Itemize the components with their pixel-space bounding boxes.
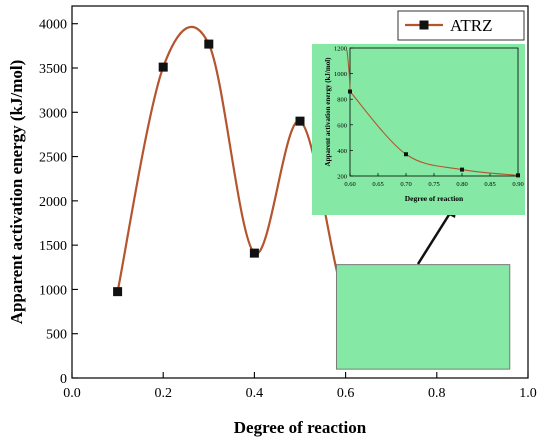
inset-plot: 0.60 0.65 0.70 0.75 0.80 0.85 0.90 200 400 600 800… (312, 44, 525, 215)
legend: ATRZ (397, 10, 525, 41)
y-tick-label: 1000 (39, 283, 67, 298)
y-tick-label: 0 (60, 372, 67, 387)
x-tick-label: 1.0 (519, 386, 537, 401)
inset-data-point (404, 152, 408, 157)
inset-y-axis-label: Apparent activation energy (kJ/mol) (324, 57, 332, 167)
highlight-box (335, 264, 511, 370)
inset-x-tick-label: 0.90 (512, 181, 523, 188)
legend-marker (419, 20, 429, 30)
y-tick-label: 500 (46, 328, 67, 343)
inset-x-tick-label: 0.70 (400, 181, 411, 188)
highlight-region (335, 264, 511, 370)
x-tick-label: 0.2 (154, 386, 172, 401)
data-point (249, 248, 259, 258)
y-tick-label: 3000 (39, 106, 67, 121)
inset-x-tick-label: 0.85 (484, 181, 495, 188)
inset-background (312, 44, 525, 215)
data-point (295, 116, 305, 126)
inset-data-point (348, 89, 352, 94)
x-tick-label: 0.8 (428, 386, 446, 401)
inset-y-tick-label: 600 (337, 122, 347, 129)
x-tick-label: 0.6 (337, 386, 355, 401)
x-axis-label: Degree of reaction (234, 418, 367, 437)
inset-data-point (516, 173, 520, 178)
inset-x-axis-label: Degree of reaction (405, 194, 464, 203)
y-tick-label: 1500 (39, 239, 67, 254)
x-tick-label: 0.0 (63, 386, 81, 401)
y-tick-label: 2500 (39, 151, 67, 166)
inset-x-tick-label: 0.80 (456, 181, 467, 188)
inset-data-point (460, 167, 464, 172)
inset-y-tick-label: 1200 (334, 46, 347, 53)
y-tick-label: 4000 (39, 18, 67, 33)
inset-x-tick-label: 0.65 (372, 181, 383, 188)
inset-y-tick-label: 1000 (334, 71, 347, 78)
y-tick-label: 3500 (39, 62, 67, 77)
inset-y-tick-label: 200 (337, 174, 347, 181)
y-tick-label: 2000 (39, 195, 67, 210)
inset-y-tick-label: 400 (337, 148, 347, 155)
arrow-shaft (416, 209, 454, 265)
x-tick-label: 0.4 (246, 386, 264, 401)
inset-x-tick-label: 0.75 (428, 181, 439, 188)
y-axis-label: Apparent activation energy (kJ/mol) (7, 60, 26, 325)
plot-frame (71, 5, 529, 379)
data-point (158, 62, 168, 72)
data-point (113, 287, 123, 297)
inset-y-tick-label: 800 (337, 97, 347, 104)
legend-label: ATRZ (450, 16, 493, 35)
inset-x-tick-label: 0.60 (344, 181, 355, 188)
data-point (204, 39, 214, 49)
